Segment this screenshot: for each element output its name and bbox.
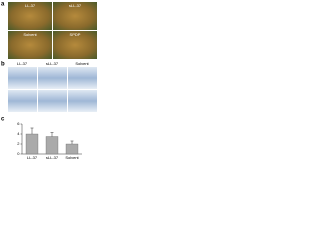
image xyxy=(8,90,37,112)
bar xyxy=(65,143,79,155)
bar-chart: 0 2 4 6 LL-37 sLL-37 Solvent xyxy=(17,121,82,160)
image xyxy=(38,90,67,112)
image-label: sLL-37 xyxy=(69,3,82,8)
column-label: sLL-37 xyxy=(46,61,59,66)
figure: a LL-37 sLL-37 Solvent SPDP b LL-37 sLL-… xyxy=(1,2,97,160)
y-tick-label: 6 xyxy=(17,121,20,126)
y-tick-label: 2 xyxy=(17,141,20,146)
panel-b-images: LL-37 sLL-37 Solvent xyxy=(8,61,97,112)
image xyxy=(8,2,52,30)
x-tick-label: LL-37 xyxy=(27,155,38,160)
image-label: SPDP xyxy=(70,32,81,37)
column-label: LL-37 xyxy=(17,61,28,66)
panel-a-images: LL-37 sLL-37 Solvent SPDP xyxy=(8,2,97,59)
x-tick-label: Solvent xyxy=(65,155,79,160)
panel-label: a xyxy=(1,2,5,8)
image xyxy=(53,31,97,59)
image xyxy=(53,2,97,30)
x-tick-label: sLL-37 xyxy=(46,155,59,160)
bar xyxy=(45,136,59,155)
page: a LL-37 sLL-37 Solvent SPDP b LL-37 sLL-… xyxy=(1,1,97,161)
image xyxy=(38,67,67,89)
image-label: LL-37 xyxy=(25,3,36,8)
image xyxy=(68,90,97,112)
image xyxy=(8,31,52,59)
image-label: Solvent xyxy=(23,32,37,37)
column-label: Solvent xyxy=(75,61,89,66)
bar xyxy=(25,133,39,155)
panel-label: c xyxy=(1,117,5,123)
image xyxy=(68,67,97,89)
y-tick-label: 4 xyxy=(17,131,20,136)
image xyxy=(8,67,37,89)
panel-label: b xyxy=(1,62,5,68)
y-tick-label: 0 xyxy=(17,151,20,156)
